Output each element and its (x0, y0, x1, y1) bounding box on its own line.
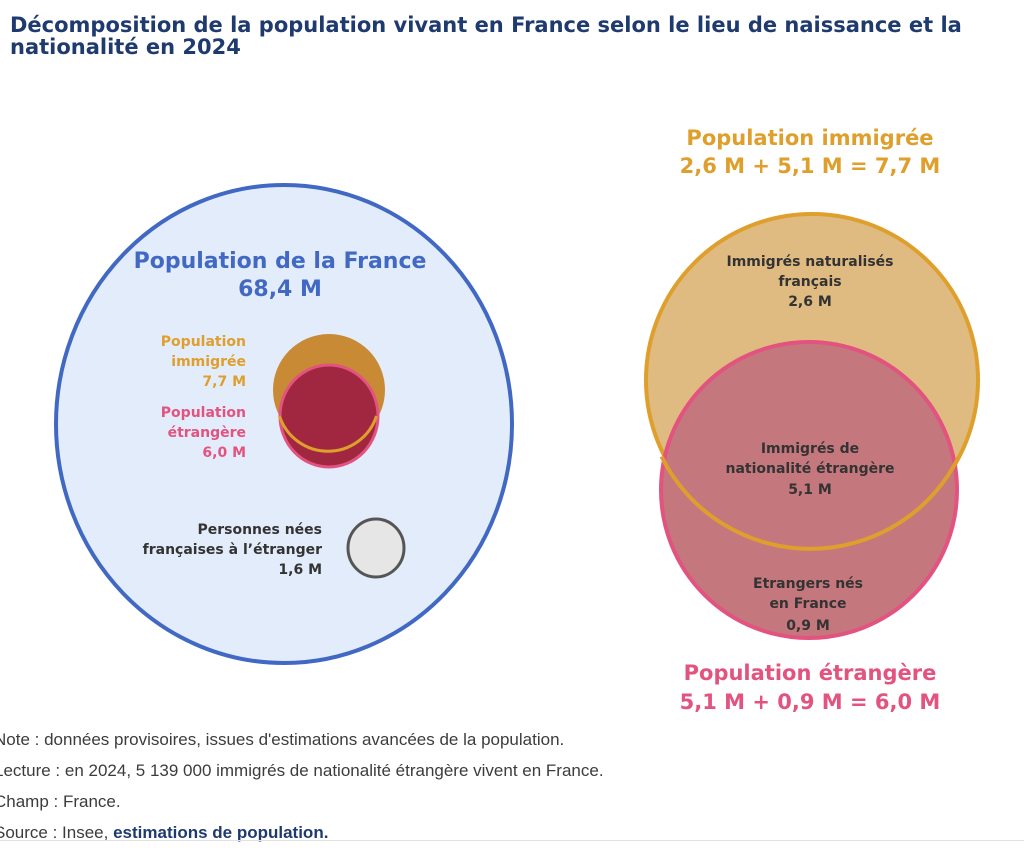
title-line-2: nationalité en 2024 (10, 35, 241, 59)
nes-etranger-circle (346, 517, 406, 579)
naturalises-label-line2: français (778, 274, 841, 290)
left-immigres-outline-arc (278, 415, 378, 453)
left-immigres-label-line2: immigrée (171, 354, 246, 370)
bottom-divider (0, 840, 1024, 841)
champ-text: Champ : France. (0, 792, 121, 811)
etrangers-nes-france-value: 0,9 M (786, 618, 830, 634)
source-prefix: Source : Insee, (0, 823, 114, 842)
title-line-1: Décomposition de la population vivant en… (10, 13, 962, 37)
left-immigres-label-line1: Population (161, 334, 246, 350)
right-etrangers-circle (659, 340, 959, 640)
chart-title: Décomposition de la population vivant en… (10, 14, 1010, 58)
immigres-header-formula: 2,6 M + 5,1 M = 7,7 M (680, 154, 941, 178)
naturalises-value: 2,6 M (788, 294, 832, 310)
immigres-etrangers-value: 5,1 M (788, 482, 832, 498)
notes-section: Note : données provisoires, issues d'est… (0, 724, 1024, 848)
source-link[interactable]: estimations de population. (113, 823, 329, 842)
immigres-etrangers-label-line2: nationalité étrangère (725, 461, 894, 477)
left-etrangers-label-line2: étrangère (168, 425, 246, 441)
france-population-value: 68,4 M (238, 277, 322, 302)
immigres-etrangers-label-line1: Immigrés de (761, 441, 859, 457)
etrangers-footer-title: Population étrangère (684, 661, 937, 685)
etrangers-nes-france-label-line2: en France (769, 596, 846, 612)
france-population-title: Population de la France (134, 249, 427, 274)
left-etrangers-label-line1: Population (161, 405, 246, 421)
right-diagram: Population immigrée 2,6 M + 5,1 M = 7,7 … (644, 126, 980, 714)
left-diagram: Population de la France 68,4 M Populatio… (54, 183, 514, 665)
etrangers-nes-france-label-line1: Etrangers nés (753, 576, 863, 592)
etrangers-footer-formula: 5,1 M + 0,9 M = 6,0 M (680, 690, 941, 714)
nes-etranger-label-line2: françaises à l’étranger (143, 542, 322, 558)
source-line: Source : Insee, estimations de populatio… (0, 817, 1024, 848)
lecture-text: Lecture : en 2024, 5 139 000 immigrés de… (0, 761, 604, 780)
left-etrangers-value: 6,0 M (202, 445, 246, 461)
left-immigres-value: 7,7 M (202, 374, 246, 390)
nes-etranger-value: 1,6 M (278, 562, 322, 578)
venn-diagram: Population de la France 68,4 M Populatio… (54, 126, 980, 714)
nes-etranger-label-line1: Personnes nées (197, 522, 322, 538)
naturalises-label-line1: Immigrés naturalisés (727, 254, 894, 270)
immigres-header-title: Population immigrée (686, 126, 933, 150)
note-text: Note : données provisoires, issues d'est… (0, 730, 565, 749)
right-immigres-outline-arc (659, 455, 961, 551)
